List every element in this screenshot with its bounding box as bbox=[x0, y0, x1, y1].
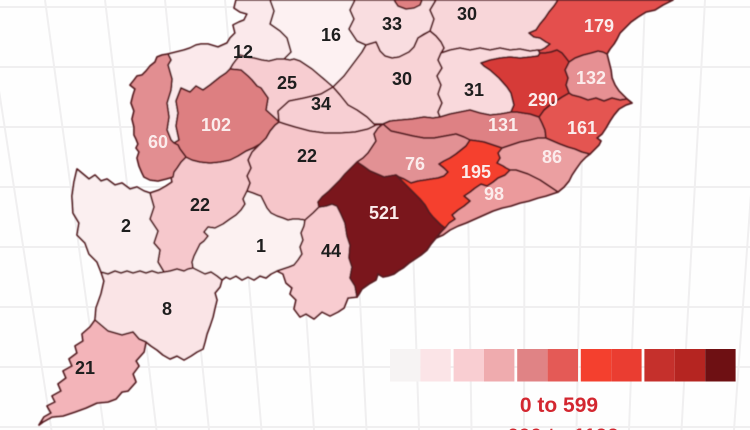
svg-text:34: 34 bbox=[311, 94, 331, 114]
svg-text:30: 30 bbox=[392, 69, 412, 89]
svg-text:60: 60 bbox=[148, 132, 168, 152]
svg-text:1: 1 bbox=[256, 236, 266, 256]
svg-text:290: 290 bbox=[528, 90, 558, 110]
svg-text:16: 16 bbox=[321, 25, 341, 45]
svg-text:12: 12 bbox=[233, 42, 253, 62]
svg-text:25: 25 bbox=[277, 73, 297, 93]
svg-text:22: 22 bbox=[297, 146, 317, 166]
svg-text:2: 2 bbox=[121, 216, 131, 236]
svg-text:102: 102 bbox=[201, 115, 231, 135]
svg-text:521: 521 bbox=[369, 203, 399, 223]
svg-text:98: 98 bbox=[484, 184, 504, 204]
svg-text:600 to 1199: 600 to 1199 bbox=[507, 425, 619, 430]
svg-text:31: 31 bbox=[464, 80, 484, 100]
svg-text:33: 33 bbox=[382, 14, 402, 34]
svg-text:21: 21 bbox=[75, 358, 95, 378]
svg-text:44: 44 bbox=[321, 241, 341, 261]
svg-text:131: 131 bbox=[488, 115, 518, 135]
svg-text:8: 8 bbox=[162, 299, 172, 319]
svg-text:86: 86 bbox=[542, 147, 562, 167]
svg-text:161: 161 bbox=[567, 118, 597, 138]
svg-text:179: 179 bbox=[584, 16, 614, 36]
svg-text:132: 132 bbox=[576, 68, 606, 88]
svg-text:0 to 599: 0 to 599 bbox=[520, 394, 598, 417]
svg-text:22: 22 bbox=[190, 195, 210, 215]
svg-text:76: 76 bbox=[405, 154, 425, 174]
svg-text:195: 195 bbox=[461, 162, 491, 182]
svg-text:30: 30 bbox=[457, 4, 477, 24]
